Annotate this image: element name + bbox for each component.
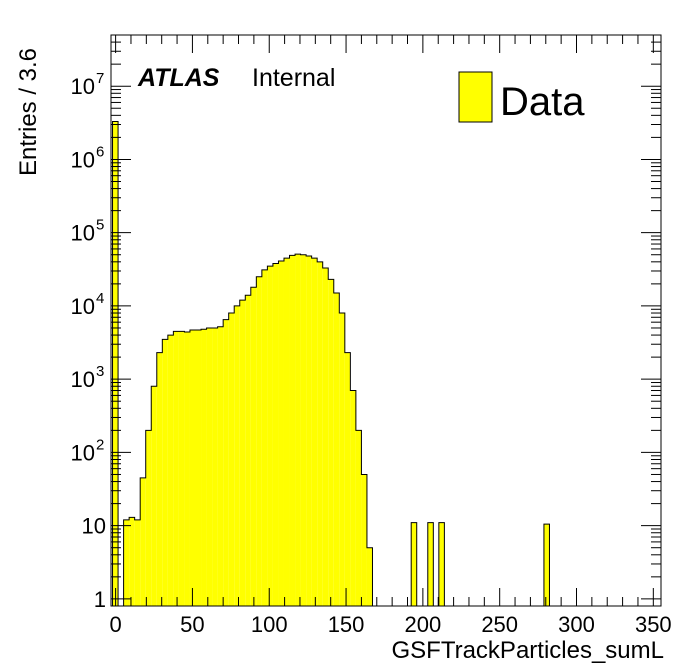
histogram-bin	[223, 319, 229, 606]
histogram-bin	[134, 519, 141, 606]
histogram-bin	[261, 269, 268, 606]
histogram-bin	[145, 430, 152, 606]
histogram-bin	[328, 279, 334, 606]
histogram-bin	[256, 276, 262, 606]
histogram-bin	[129, 517, 135, 606]
legend: Data	[458, 71, 585, 124]
histogram-bin	[339, 313, 345, 606]
histogram-bin	[344, 352, 351, 606]
histogram-bin	[167, 335, 174, 606]
histogram-bin	[543, 523, 550, 607]
histogram-bin	[206, 327, 213, 606]
histogram-bin	[300, 254, 307, 606]
histogram-bin	[427, 522, 434, 607]
x-tick-label: 100	[251, 612, 288, 637]
histogram-bin	[250, 287, 257, 606]
histogram-bin	[178, 331, 185, 606]
y-tick-label-exponent: 7	[96, 70, 104, 87]
y-tick-label: 1	[94, 587, 106, 612]
histogram-bin	[217, 326, 224, 606]
x-tick-label: 300	[558, 612, 595, 637]
histogram-bin	[173, 331, 179, 606]
y-tick-label-exponent: 3	[96, 363, 104, 380]
x-tick-label: 0	[109, 612, 121, 637]
x-tick-label: 50	[180, 612, 204, 637]
legend-label: Data	[500, 80, 585, 124]
x-axis-tick-labels: 0 50 100 150 200 250 300 350	[109, 612, 671, 637]
histogram-bin	[239, 300, 246, 606]
plot-frame	[110, 34, 662, 607]
histogram-bars	[112, 120, 384, 607]
x-axis-label: GSFTrackParticles_sumL	[391, 637, 664, 664]
histogram-bin	[322, 267, 329, 606]
histogram-bin	[289, 255, 296, 606]
y-tick-label: 10	[82, 514, 106, 539]
y-tick-label: 10	[71, 440, 95, 465]
y-tick-label: 10	[71, 221, 95, 246]
histogram-bin	[438, 522, 445, 607]
histogram-bin	[350, 390, 356, 606]
x-tick-label: 150	[328, 612, 365, 637]
x-tick-label: 350	[635, 612, 672, 637]
histogram-bin	[151, 386, 157, 606]
y-tick-label-exponent: 5	[96, 217, 104, 234]
histogram-bin	[195, 329, 202, 606]
atlas-label: ATLAS	[137, 64, 220, 92]
y-tick-label-exponent: 2	[96, 436, 104, 453]
histogram-bin	[212, 327, 218, 606]
y-tick-label: 10	[71, 294, 95, 319]
histogram-bin	[123, 519, 130, 606]
histogram-bin	[278, 261, 284, 606]
histogram-bin	[184, 332, 190, 606]
histogram-bin	[410, 522, 418, 607]
isolated-bins	[410, 522, 550, 607]
histogram-bin	[317, 261, 323, 606]
histogram-bin	[366, 547, 373, 606]
legend-swatch	[458, 71, 493, 123]
y-axis-ticks	[111, 34, 661, 600]
histogram-bin	[283, 258, 290, 606]
histogram-bin	[228, 313, 235, 606]
x-tick-label: 200	[405, 612, 442, 637]
histogram-bin	[234, 305, 240, 606]
histogram-bin	[245, 295, 251, 606]
histogram-bin	[295, 254, 301, 606]
y-tick-label-exponent: 4	[96, 290, 104, 307]
histogram-outline	[112, 120, 384, 607]
internal-label: Internal	[252, 64, 335, 92]
y-axis-label: Entries / 3.6	[15, 48, 42, 176]
histogram-bin	[156, 352, 163, 606]
histogram-bin	[333, 293, 340, 606]
histogram-bin	[140, 477, 146, 606]
y-tick-label: 10	[71, 74, 95, 99]
histogram-bin	[189, 329, 196, 606]
histogram-bin	[162, 339, 168, 606]
histogram-bin	[306, 256, 312, 606]
y-tick-label: 10	[71, 367, 95, 392]
histogram-bin	[112, 121, 119, 606]
y-tick-label: 10	[71, 147, 95, 172]
histogram-bin	[311, 258, 318, 606]
x-tick-label: 250	[481, 612, 518, 637]
histogram-bin	[201, 329, 207, 606]
histogram-bin	[355, 430, 362, 606]
y-tick-label-exponent: 6	[96, 143, 104, 160]
histogram-bin	[272, 263, 279, 606]
histogram-bin	[267, 266, 273, 606]
histogram-bin	[361, 474, 367, 606]
